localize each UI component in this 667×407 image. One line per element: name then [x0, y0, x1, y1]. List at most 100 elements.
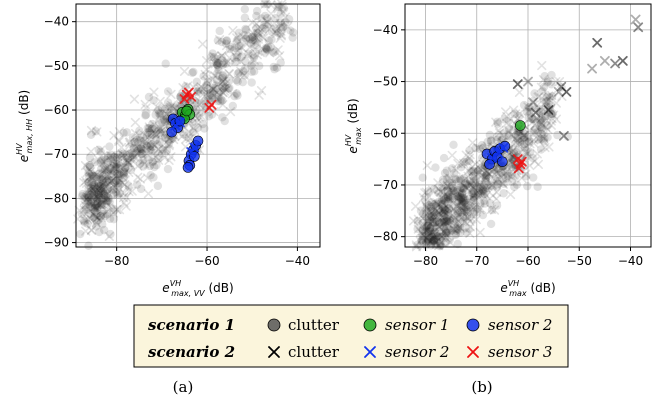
clutter-point-x [98, 178, 108, 188]
clutter-point-circle [115, 189, 124, 198]
clutter-point-x [251, 19, 261, 29]
clutter-point-x [208, 84, 218, 94]
clutter-point-x [91, 218, 101, 228]
clutter-point-x [271, 27, 281, 37]
clutter-point-x [119, 188, 129, 198]
clutter-point-x [444, 209, 454, 219]
clutter-point-circle [80, 218, 89, 227]
clutter-point-x [104, 166, 114, 176]
clutter-point-circle [85, 153, 95, 163]
legend-marker-sensor1-circle [363, 318, 377, 332]
clutter-point-x [551, 98, 561, 108]
clutter-point-x [87, 183, 97, 193]
clutter-point-circle [104, 177, 113, 187]
clutter-point-circle [457, 194, 466, 203]
clutter-point-circle [463, 179, 472, 189]
clutter-point-x [280, 12, 290, 22]
y-tick-label: −80 [373, 230, 398, 244]
clutter-point-circle [87, 197, 96, 206]
clutter-point-circle [213, 58, 222, 68]
clutter-point-circle [103, 193, 113, 202]
clutter-point-circle [162, 146, 172, 155]
clutter-point-circle [213, 60, 222, 70]
clutter-point-x [520, 130, 530, 140]
clutter-point-x [447, 224, 457, 234]
clutter-point-circle [212, 58, 221, 67]
clutter-point-x [221, 78, 231, 89]
clutter-point-circle [204, 95, 213, 104]
sensor-point-circle [192, 135, 204, 147]
clutter-point-circle [278, 23, 287, 33]
clutter-point-circle [128, 148, 137, 157]
clutter-point-x [247, 17, 257, 28]
clutter-point-circle [104, 167, 113, 176]
clutter-point-circle [222, 36, 232, 45]
clutter-point-circle [542, 97, 552, 106]
clutter-point-circle [454, 192, 463, 201]
clutter-point-x [196, 105, 206, 115]
clutter-point-x [141, 103, 151, 113]
clutter-point-circle [79, 216, 89, 226]
panel-b: −80 −70 −60 −50 −40 −40 −50 −60 −70 −80 eVH max (d… [344, 3, 652, 298]
clutter-point-x [487, 180, 497, 190]
clutter-point-x [190, 125, 200, 135]
clutter-point-circle [82, 193, 91, 203]
clutter-point-x [114, 205, 125, 215]
clutter-point-circle [217, 53, 226, 63]
clutter-point-circle [112, 153, 121, 162]
clutter-point-x [93, 194, 103, 204]
clutter-point-circle [192, 77, 201, 87]
clutter-point-circle [238, 67, 248, 76]
legend-label-sensor-3: sensor 3 [488, 343, 552, 361]
clutter-point-circle [109, 161, 119, 170]
clutter-point-circle [418, 173, 427, 182]
clutter-point-x [530, 156, 540, 166]
clutter-point-x [161, 144, 171, 154]
clutter-point-circle [241, 56, 250, 66]
clutter-point-x [90, 202, 100, 212]
clutter-point-x [512, 135, 523, 146]
clutter-point-x [87, 225, 97, 235]
clutter-point-x [120, 179, 130, 190]
clutter-point-x [96, 184, 106, 194]
clutter-point-circle [207, 91, 216, 100]
clutter-point-circle [128, 133, 138, 142]
clutter-point-x [418, 230, 428, 240]
clutter-point-circle [84, 192, 93, 201]
clutter-point-x [107, 164, 117, 174]
clutter-point-x [116, 142, 127, 153]
clutter-point-x [432, 237, 442, 247]
clutter-point-circle [241, 24, 250, 34]
clutter-point-circle [423, 235, 433, 245]
sensor-point-circle [497, 156, 508, 167]
clutter-point-circle [234, 68, 244, 77]
clutter-point-circle [150, 148, 160, 158]
clutter-point-x [127, 154, 137, 164]
clutter-point-circle [474, 166, 483, 175]
clutter-point-circle [247, 78, 256, 87]
clutter-point-circle [241, 64, 250, 73]
clutter-point-circle [137, 149, 146, 158]
clutter-point-x [202, 56, 212, 66]
clutter-point-circle [423, 227, 433, 236]
clutter-point-circle [451, 229, 461, 238]
clutter-point-x [253, 34, 263, 44]
clutter-point-circle [206, 88, 216, 97]
clutter-point-circle [154, 154, 163, 163]
clutter-point-circle [102, 197, 111, 206]
clutter-point-x [529, 135, 539, 145]
clutter-point-x [541, 96, 551, 107]
clutter-point-x [519, 130, 529, 140]
clutter-point-circle [194, 109, 204, 118]
clutter-point-circle [428, 218, 438, 227]
clutter-point-circle [84, 178, 93, 187]
clutter-point-circle [78, 189, 87, 199]
clutter-point-circle [136, 133, 145, 142]
clutter-point-circle [422, 221, 432, 231]
clutter-point-x [130, 151, 140, 161]
clutter-point-circle [93, 199, 102, 208]
clutter-point-x [164, 106, 174, 116]
clutter-point-x [168, 104, 178, 114]
clutter-point-circle [119, 166, 128, 176]
clutter-point-circle [138, 156, 148, 165]
